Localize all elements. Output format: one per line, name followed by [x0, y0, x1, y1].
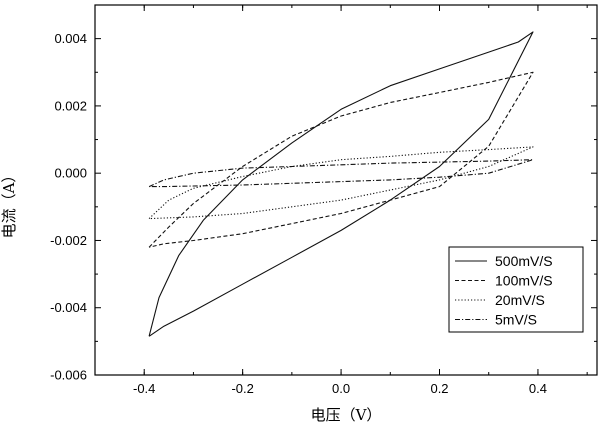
plot-area: [94, 4, 598, 376]
series-line-100mv-s: [148, 71, 534, 248]
y-tick-label: -0.004: [50, 300, 87, 315]
x-tick-label: 0.4: [529, 381, 547, 396]
legend-label: 500mV/S: [495, 253, 553, 269]
y-tick-label: 0.002: [54, 98, 87, 113]
y-tick-label: -0.002: [50, 233, 87, 248]
series-lines: [148, 31, 534, 337]
series-line-500mv-s: [148, 31, 534, 337]
legend-label: 5mV/S: [495, 312, 537, 328]
axis-ticks: -0.4 -0.2 0.0 0.2 0.4 -0.006 -0.004 -0.002 0.000…: [50, 4, 597, 396]
x-tick-label: 0.2: [430, 381, 448, 396]
series-line-5mv-s: [148, 159, 534, 188]
plot-frame: [94, 4, 598, 376]
legend: 500mV/S 100mV/S 20mV/S 5mV/S: [448, 246, 584, 333]
y-tick-label: 0.004: [54, 31, 87, 46]
y-axis-title: 电流（A）: [0, 168, 18, 239]
legend-label: 100mV/S: [495, 273, 553, 289]
x-axis-title: 电压（V）: [311, 406, 382, 424]
x-tick-label: -0.2: [231, 381, 253, 396]
y-tick-label: -0.006: [50, 368, 87, 383]
x-tick-label: -0.4: [133, 381, 155, 396]
y-tick-label: 0.000: [54, 166, 87, 181]
series-line-20mv-s: [148, 146, 534, 220]
x-tick-label: 0.0: [332, 381, 350, 396]
legend-label: 20mV/S: [495, 292, 545, 308]
